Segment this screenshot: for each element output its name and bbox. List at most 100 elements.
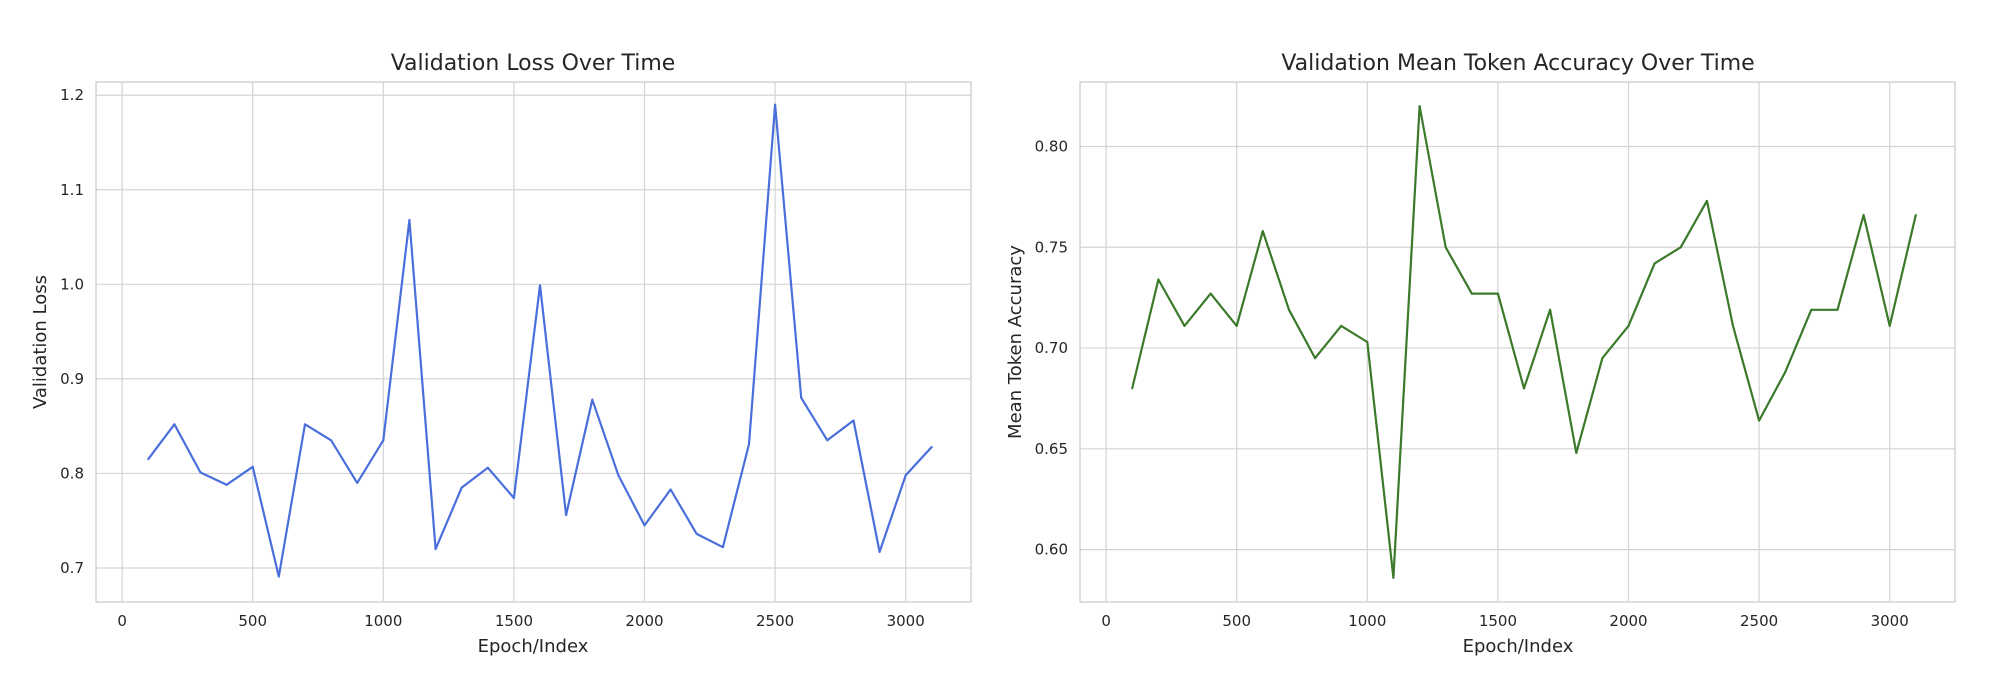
accuracy-chart-data-point — [1261, 230, 1264, 233]
loss-chart-data-point — [382, 439, 385, 442]
accuracy-chart-x-tick-label: 2500 — [1740, 612, 1778, 630]
loss-chart-data-point — [904, 474, 907, 477]
loss-chart-data-point — [512, 497, 515, 499]
loss-chart-data-point — [669, 488, 672, 491]
accuracy-chart-data-point — [1784, 371, 1787, 374]
loss-chart-data-point — [408, 219, 411, 222]
loss-chart-y-tick-label: 0.8 — [60, 464, 84, 482]
accuracy-chart-x-ticks: 0 500 1000 1500 2000 2500 3000 — [1101, 612, 1908, 630]
loss-chart-plot-area — [95, 81, 972, 603]
loss-chart-data-point — [878, 550, 881, 553]
accuracy-chart-data-point — [1862, 214, 1865, 217]
accuracy-chart-data-point — [1392, 576, 1395, 579]
loss-chart-data-point — [277, 575, 280, 578]
accuracy-chart-x-tick-label: 1500 — [1479, 612, 1517, 630]
accuracy-chart-data-point — [1235, 324, 1238, 327]
loss-chart-data-point — [826, 439, 829, 442]
accuracy-chart-x-tick-label: 1000 — [1348, 612, 1386, 630]
accuracy-chart-y-ticks: 0.60 0.65 0.70 0.75 0.80 — [1035, 137, 1068, 558]
loss-chart-data-point — [225, 483, 228, 486]
accuracy-chart-data-point — [1157, 278, 1160, 281]
loss-chart-x-ticks: 0 500 1000 1500 2000 2500 3000 — [117, 612, 924, 630]
loss-chart-x-tick-label: 0 — [117, 612, 127, 630]
accuracy-chart-data-point — [1836, 308, 1839, 311]
accuracy-chart-data-point — [1731, 324, 1734, 327]
loss-chart-x-tick-label: 1500 — [495, 612, 533, 630]
accuracy-chart-series — [1131, 105, 1917, 579]
accuracy-chart-data-point — [1340, 324, 1343, 327]
loss-chart-y-ticks: 0.7 0.8 0.9 1.0 1.1 1.2 — [60, 86, 84, 577]
accuracy-chart-data-point — [1444, 246, 1447, 249]
accuracy-chart-data-point — [1679, 246, 1682, 249]
accuracy-chart-data-point — [1575, 451, 1578, 454]
loss-chart-data-point — [539, 284, 542, 287]
loss-chart-data-point — [330, 439, 333, 442]
loss-chart-data-point — [800, 396, 803, 399]
loss-chart-data-point — [930, 445, 933, 448]
accuracy-chart-y-tick-label: 0.65 — [1035, 440, 1068, 458]
loss-chart-series — [147, 103, 933, 578]
loss-chart-data-point — [356, 481, 359, 484]
loss-chart-y-tick-label: 1.2 — [60, 86, 84, 104]
loss-chart-data-point — [747, 443, 750, 446]
accuracy-chart-y-tick-label: 0.75 — [1035, 238, 1068, 256]
loss-chart-y-tick-label: 0.9 — [60, 370, 84, 388]
loss-chart-data-point — [173, 423, 176, 426]
loss-chart-data-point — [486, 466, 489, 469]
accuracy-chart-data-point — [1705, 199, 1708, 202]
accuracy-chart-data-point — [1131, 387, 1134, 390]
accuracy-chart-y-tick-label: 0.60 — [1035, 541, 1068, 559]
accuracy-chart-y-tick-label: 0.80 — [1035, 137, 1068, 155]
loss-chart-y-tick-label: 0.7 — [60, 559, 84, 577]
accuracy-chart-data-point — [1653, 262, 1656, 265]
accuracy-chart-plot-area — [1079, 81, 1956, 603]
loss-chart-x-axis-label: Epoch/Index — [478, 636, 589, 657]
accuracy-chart-data-point — [1366, 341, 1369, 343]
loss-chart-data-point — [643, 524, 646, 527]
loss-chart-x-tick-label: 1000 — [364, 612, 402, 630]
loss-chart-title: Validation Loss Over Time — [391, 51, 676, 76]
accuracy-chart-y-tick-label: 0.70 — [1035, 339, 1068, 357]
loss-chart-data-point — [617, 474, 620, 477]
loss-chart-data-point — [852, 419, 855, 422]
accuracy-chart-data-point — [1183, 324, 1186, 327]
accuracy-chart-data-point — [1496, 292, 1499, 295]
accuracy-chart-data-point — [1209, 292, 1212, 295]
loss-chart-x-tick-label: 2000 — [625, 612, 663, 630]
accuracy-chart-data-point — [1758, 419, 1761, 422]
loss-chart-data-point — [591, 398, 594, 401]
accuracy-chart-data-point — [1523, 387, 1526, 390]
loss-chart-y-tick-label: 1.0 — [60, 275, 84, 293]
accuracy-chart-x-axis-label: Epoch/Index — [1463, 636, 1574, 657]
loss-chart-data-point — [565, 514, 568, 517]
accuracy-chart-data-point — [1287, 308, 1290, 311]
accuracy-chart-data-point — [1914, 214, 1917, 217]
accuracy-chart-data-point — [1418, 105, 1421, 108]
accuracy-chart-y-axis-label: Mean Token Accuracy — [1005, 245, 1026, 439]
loss-chart-x-tick-label: 2500 — [756, 612, 794, 630]
accuracy-chart: Validation Mean Token Accuracy Over Time… — [1005, 51, 1956, 657]
loss-chart-data-point — [695, 532, 698, 535]
accuracy-chart-data-point — [1888, 324, 1891, 327]
accuracy-chart-x-tick-label: 500 — [1222, 612, 1251, 630]
loss-chart-data-point — [251, 465, 254, 468]
loss-chart-data-point — [303, 423, 306, 426]
loss-chart-x-tick-label: 3000 — [887, 612, 925, 630]
accuracy-chart-data-point — [1549, 308, 1552, 311]
loss-chart-data-point — [721, 546, 724, 549]
accuracy-chart-title: Validation Mean Token Accuracy Over Time — [1281, 51, 1754, 76]
loss-chart-x-tick-label: 500 — [238, 612, 267, 630]
accuracy-chart-x-tick-label: 0 — [1101, 612, 1111, 630]
accuracy-chart-data-point — [1601, 357, 1604, 360]
loss-chart-data-point — [199, 471, 202, 474]
loss-chart: Validation Loss Over Time 0 500 1000 1500 20… — [30, 51, 972, 657]
accuracy-chart-data-point — [1470, 292, 1473, 295]
accuracy-chart-data-point — [1314, 357, 1317, 360]
accuracy-chart-x-tick-label: 2000 — [1609, 612, 1647, 630]
loss-chart-data-point — [774, 103, 777, 106]
loss-chart-data-point — [460, 486, 463, 489]
accuracy-chart-data-point — [1627, 324, 1630, 327]
loss-chart-data-point — [147, 458, 150, 461]
